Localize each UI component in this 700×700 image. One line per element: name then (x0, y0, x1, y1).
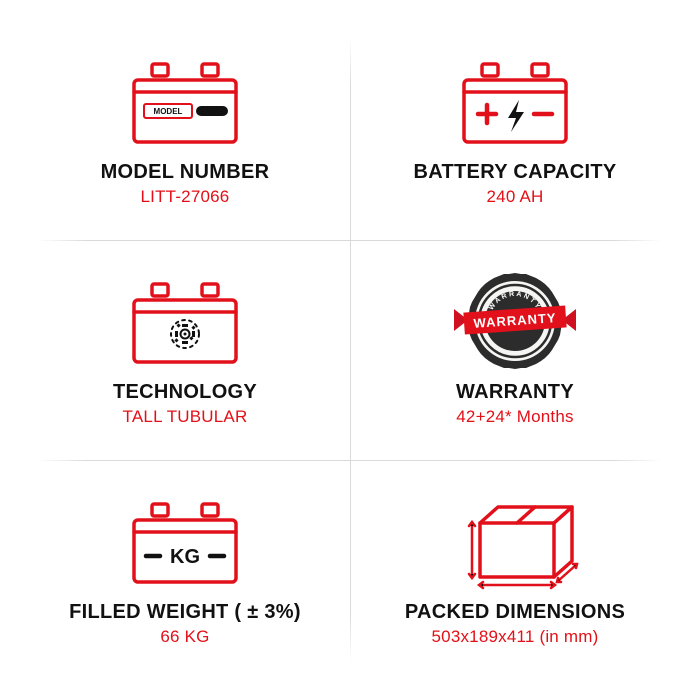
weight-icon-label: KG (170, 546, 200, 568)
dimensions-title: PACKED DIMENSIONS (405, 601, 625, 624)
technology-title: TECHNOLOGY (113, 381, 257, 404)
spec-grid: MODEL MODEL NUMBER LITT-27066 (20, 20, 680, 680)
model-battery-icon: MODEL (115, 53, 255, 153)
capacity-battery-icon (445, 53, 585, 153)
cell-weight: KG FILLED WEIGHT ( ± 3%) 66 KG (20, 460, 350, 680)
weight-title: FILLED WEIGHT ( ± 3%) (69, 601, 301, 624)
model-value: LITT-27066 (141, 187, 230, 207)
model-icon-label: MODEL (154, 107, 183, 116)
dimensions-value: 503x189x411 (in mm) (432, 627, 599, 647)
cell-technology: TECHNOLOGY TALL TUBULAR (20, 240, 350, 460)
cell-model: MODEL MODEL NUMBER LITT-27066 (20, 20, 350, 240)
technology-battery-icon (115, 273, 255, 373)
weight-battery-icon: KG (115, 493, 255, 593)
warranty-title: WARRANTY (456, 381, 574, 404)
cell-dimensions: PACKED DIMENSIONS 503x189x411 (in mm) (350, 460, 680, 680)
warranty-value: 42+24* Months (456, 407, 573, 427)
warranty-badge-icon: WARRANTY WARRANTY (445, 273, 585, 373)
technology-value: TALL TUBULAR (123, 407, 248, 427)
weight-value: 66 KG (160, 627, 209, 647)
cell-capacity: BATTERY CAPACITY 240 AH (350, 20, 680, 240)
box-dimensions-icon (445, 493, 585, 593)
capacity-value: 240 AH (487, 187, 544, 207)
capacity-title: BATTERY CAPACITY (414, 161, 617, 184)
cell-warranty: WARRANTY WARRANTY WARRANTY 42+24* Mont (350, 240, 680, 460)
model-title: MODEL NUMBER (101, 161, 270, 184)
